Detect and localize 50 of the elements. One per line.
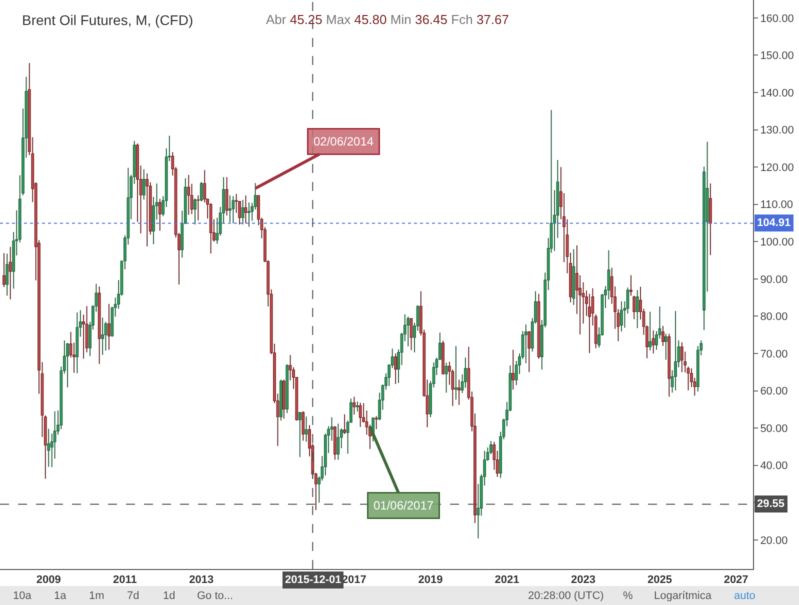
candlestick — [248, 202, 250, 227]
y-tick-label: 110.00 — [760, 199, 794, 212]
candlestick — [228, 195, 232, 222]
text: 1d — [163, 590, 176, 602]
text: Go to... — [197, 590, 234, 602]
text: auto — [734, 590, 756, 602]
candlestick — [454, 346, 458, 400]
text: 1m — [89, 590, 104, 602]
x-tick-label: 2009 — [36, 574, 61, 586]
candlestick — [101, 318, 104, 355]
y-tick-label: 50.00 — [760, 422, 788, 435]
x-tick-label: 2019 — [418, 574, 443, 586]
candlestick — [196, 195, 200, 220]
candlestick — [648, 312, 652, 350]
y-tick-label: 90.00 — [760, 274, 788, 286]
ref-line-label: 2015-12-01 — [285, 574, 342, 586]
text: Brent Oil Futures, M, (CFD) — [22, 12, 194, 28]
candlestick — [630, 275, 632, 296]
x-tick-label: 2023 — [571, 574, 596, 586]
text: 20:28:00 (UTC) — [528, 590, 604, 602]
candlestick — [458, 380, 460, 405]
candlestick — [524, 324, 528, 364]
x-tick-label: 2027 — [724, 574, 748, 586]
y-tick-label: 130.00 — [760, 124, 794, 137]
y-tick-label: 120.00 — [760, 162, 794, 174]
x-tick-label: 2025 — [647, 574, 672, 586]
ref-line-label: 104.91 — [757, 217, 791, 229]
text: 1a — [54, 590, 68, 602]
y-tick-label: 100.00 — [760, 236, 794, 248]
y-tick-label: 40.00 — [760, 460, 788, 472]
y-tick-label: 20.00 — [760, 534, 788, 547]
candlestick — [146, 173, 149, 246]
annotation: 01/06/2017 — [374, 498, 434, 512]
y-tick-label: 70.00 — [760, 348, 788, 360]
x-tick-label: 2013 — [189, 574, 214, 586]
y-tick-label: 80.00 — [760, 311, 788, 324]
y-tick-label: 150.00 — [760, 50, 794, 62]
x-tick-label: 2011 — [113, 574, 137, 586]
y-tick-label: 140.00 — [760, 87, 794, 100]
text: 10a — [13, 590, 32, 602]
y-tick-label: 60.00 — [760, 386, 788, 398]
x-tick-label: 2021 — [494, 574, 520, 586]
text: % — [623, 590, 633, 602]
y-tick-label: 160.00 — [760, 12, 794, 25]
text: Abr 45.25 Max 45.80 Min 36.45 Fch 37.67 — [266, 12, 509, 27]
ref-line-label: 29.55 — [757, 498, 785, 510]
text: 7d — [127, 590, 140, 602]
text: Logarítmica — [654, 590, 712, 602]
x-tick-label: 2017 — [342, 574, 366, 586]
annotation: 02/06/2014 — [314, 134, 374, 148]
